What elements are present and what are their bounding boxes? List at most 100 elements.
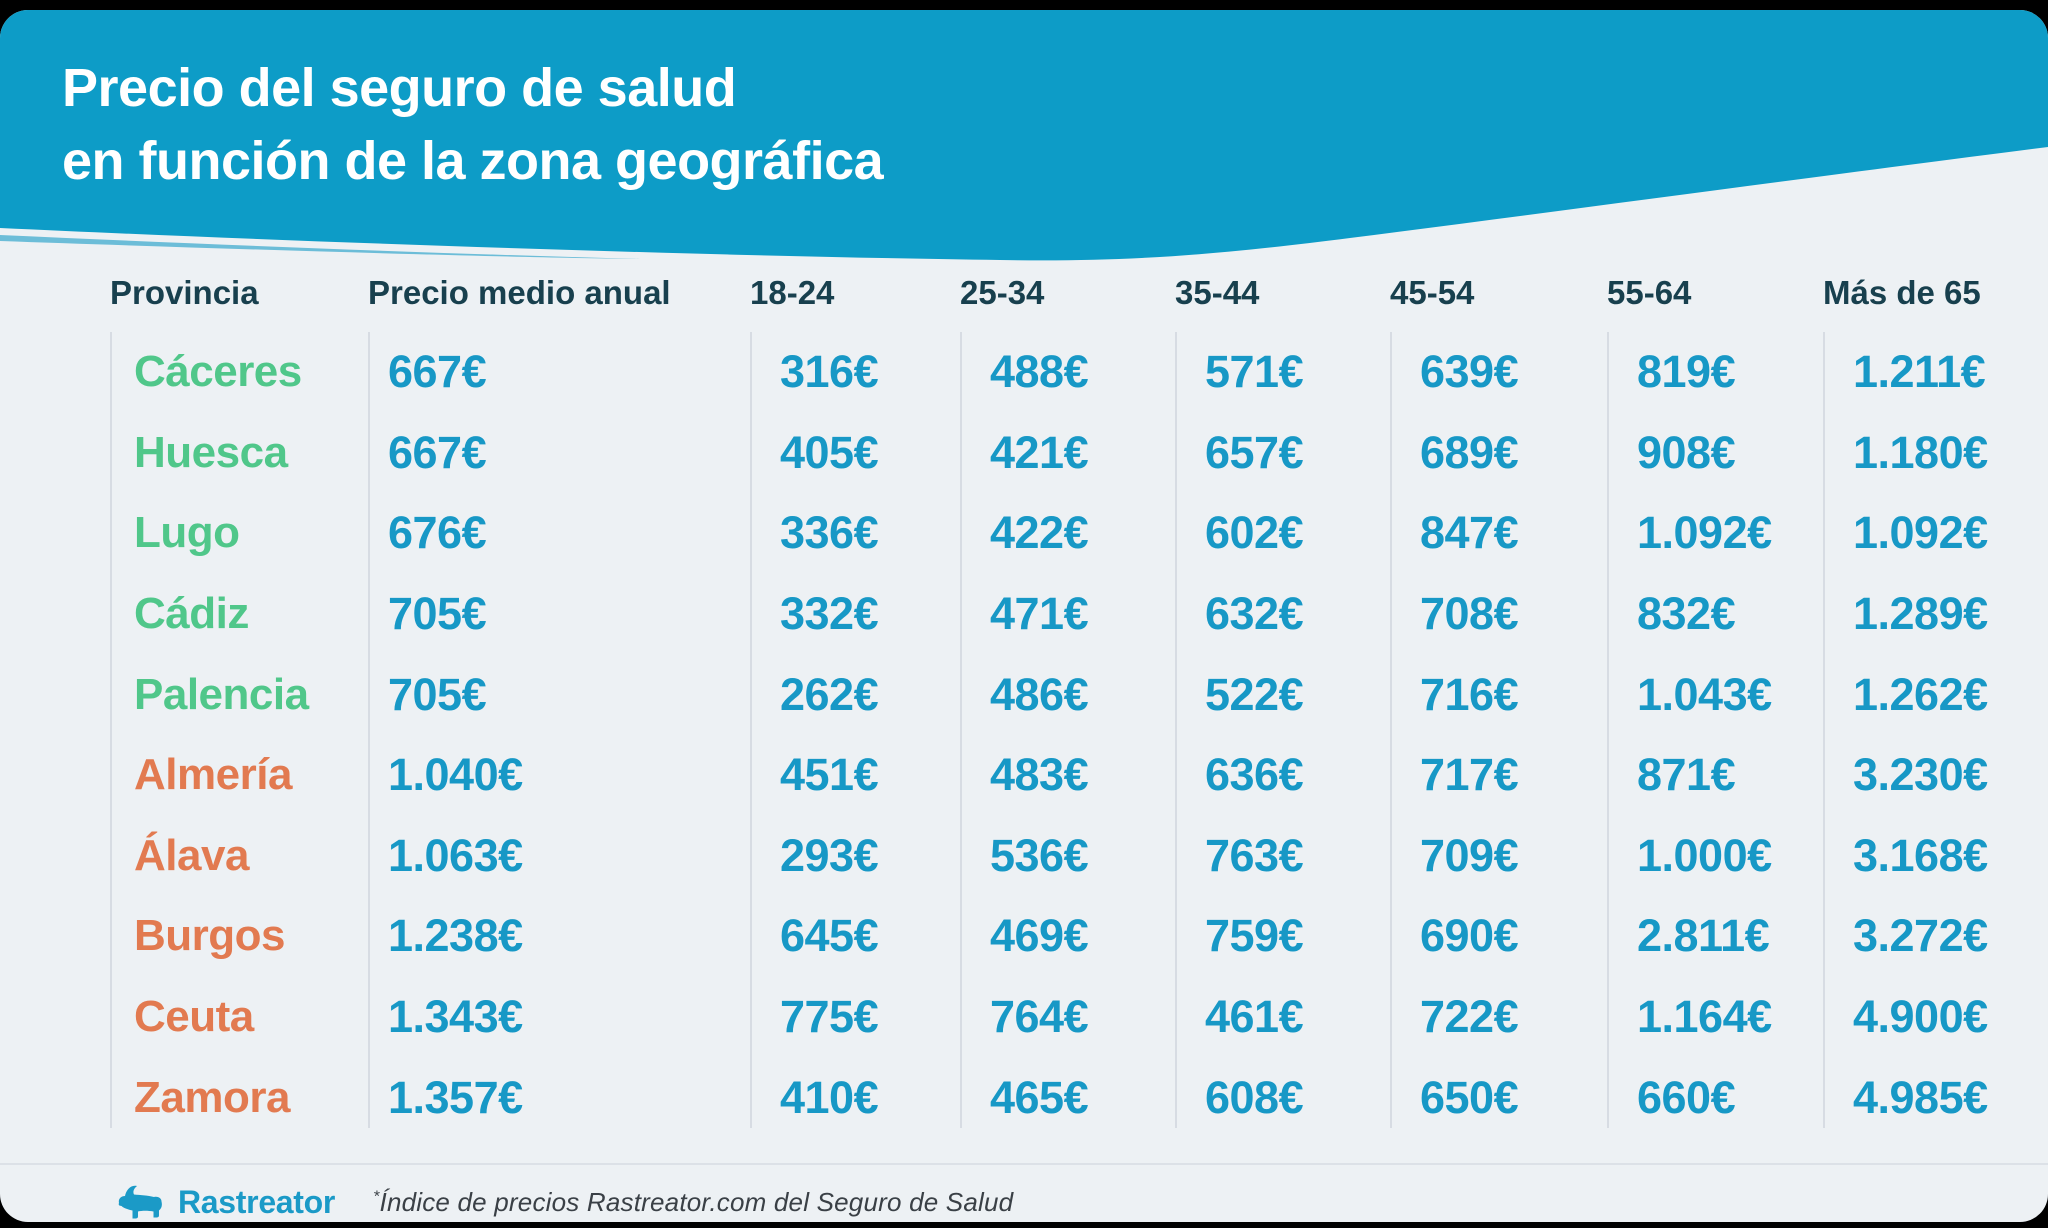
page-title-line1: Precio del seguro de salud — [62, 58, 737, 118]
price-cell-45-54: 716€ — [1390, 654, 1607, 735]
price-cell-55-64: 660€ — [1607, 1057, 1823, 1128]
col-header-18-24: 18-24 — [750, 274, 835, 311]
avg-price-cell: 1.040€ — [368, 734, 750, 816]
price-cell-55-64: 1.092€ — [1607, 493, 1823, 574]
table-row: Álava 1.063€ 293€ 536€ 763€ 709€ 1.000€ … — [110, 815, 2048, 897]
price-cell-18-24: 405€ — [750, 412, 960, 494]
price-cell-45-54: 650€ — [1390, 1057, 1607, 1128]
province-name: Burgos — [110, 896, 368, 977]
footer: Rastreator *Índice de precios Rastreator… — [116, 1178, 1013, 1222]
price-cell-35-44: 461€ — [1175, 976, 1390, 1058]
price-cell-25-34: 471€ — [960, 573, 1175, 655]
price-cell-45-54: 722€ — [1390, 976, 1607, 1058]
table-row: Cádiz 705€ 332€ 471€ 632€ 708€ 832€ 1.28… — [110, 573, 2048, 655]
price-cell-35-44: 522€ — [1175, 654, 1390, 735]
price-cell-45-54: 708€ — [1390, 573, 1607, 655]
price-cell-55-64: 2.811€ — [1607, 896, 1823, 977]
price-cell-18-24: 451€ — [750, 734, 960, 816]
province-name: Almería — [110, 734, 368, 816]
price-cell-65plus: 1.289€ — [1823, 573, 2043, 655]
col-header-mas-de-65: Más de 65 — [1823, 274, 1981, 311]
avg-price-cell: 667€ — [368, 412, 750, 494]
col-header-precio-medio-anual: Precio medio anual — [368, 274, 671, 311]
province-name: Huesca — [110, 412, 368, 494]
avg-price-cell: 667€ — [368, 332, 750, 413]
avg-price-cell: 705€ — [368, 573, 750, 655]
infographic-card: Precio del seguro de salud en función de… — [0, 10, 2048, 1222]
price-cell-35-44: 571€ — [1175, 332, 1390, 413]
col-header-55-64: 55-64 — [1607, 274, 1692, 311]
price-cell-18-24: 316€ — [750, 332, 960, 413]
price-cell-35-44: 602€ — [1175, 493, 1390, 574]
table-row: Almería 1.040€ 451€ 483€ 636€ 717€ 871€ … — [110, 734, 2048, 816]
price-cell-65plus: 1.180€ — [1823, 412, 2043, 494]
price-cell-18-24: 410€ — [750, 1057, 960, 1128]
price-cell-65plus: 3.272€ — [1823, 896, 2043, 977]
province-name: Álava — [110, 815, 368, 897]
table-row: Lugo 676€ 336€ 422€ 602€ 847€ 1.092€ 1.0… — [110, 493, 2048, 574]
price-cell-65plus: 3.168€ — [1823, 815, 2043, 897]
price-cell-35-44: 632€ — [1175, 573, 1390, 655]
price-cell-25-34: 422€ — [960, 493, 1175, 574]
price-cell-18-24: 293€ — [750, 815, 960, 897]
col-header-45-54: 45-54 — [1390, 274, 1475, 311]
avg-price-cell: 705€ — [368, 654, 750, 735]
avg-price-cell: 1.357€ — [368, 1057, 750, 1128]
price-cell-18-24: 336€ — [750, 493, 960, 574]
price-index-footnote: *Índice de precios Rastreator.com del Se… — [373, 1187, 1013, 1218]
price-cell-65plus: 4.900€ — [1823, 976, 2043, 1058]
province-name: Lugo — [110, 493, 368, 574]
price-cell-55-64: 908€ — [1607, 412, 1823, 494]
price-cell-18-24: 775€ — [750, 976, 960, 1058]
col-header-provincia: Provincia — [110, 274, 259, 311]
price-cell-35-44: 759€ — [1175, 896, 1390, 977]
price-cell-18-24: 332€ — [750, 573, 960, 655]
avg-price-cell: 1.063€ — [368, 815, 750, 897]
price-cell-25-34: 764€ — [960, 976, 1175, 1058]
footer-divider — [0, 1163, 2048, 1165]
price-cell-25-34: 465€ — [960, 1057, 1175, 1128]
price-cell-45-54: 709€ — [1390, 815, 1607, 897]
table-body: Cáceres 667€ 316€ 488€ 571€ 639€ 819€ 1.… — [110, 332, 2048, 1128]
avg-price-cell: 1.238€ — [368, 896, 750, 977]
price-cell-35-44: 657€ — [1175, 412, 1390, 494]
page-title: Precio del seguro de salud en función de… — [62, 52, 884, 199]
avg-price-cell: 1.343€ — [368, 976, 750, 1058]
price-cell-55-64: 1.164€ — [1607, 976, 1823, 1058]
province-name: Palencia — [110, 654, 368, 735]
price-cell-65plus: 1.211€ — [1823, 332, 2043, 413]
price-cell-45-54: 847€ — [1390, 493, 1607, 574]
table-row: Huesca 667€ 405€ 421€ 657€ 689€ 908€ 1.1… — [110, 412, 2048, 494]
price-cell-18-24: 645€ — [750, 896, 960, 977]
price-cell-25-34: 488€ — [960, 332, 1175, 413]
price-cell-45-54: 690€ — [1390, 896, 1607, 977]
header-banner-wave — [0, 10, 2048, 261]
price-cell-25-34: 536€ — [960, 815, 1175, 897]
rastreator-dog-icon — [118, 1185, 162, 1219]
price-cell-65plus: 1.092€ — [1823, 493, 2043, 574]
table-row: Burgos 1.238€ 645€ 469€ 759€ 690€ 2.811€… — [110, 896, 2048, 977]
price-cell-55-64: 871€ — [1607, 734, 1823, 816]
price-cell-55-64: 819€ — [1607, 332, 1823, 413]
province-name: Cáceres — [110, 332, 368, 413]
avg-price-cell: 676€ — [368, 493, 750, 574]
province-name: Zamora — [110, 1057, 368, 1128]
price-cell-65plus: 3.230€ — [1823, 734, 2043, 816]
price-cell-45-54: 639€ — [1390, 332, 1607, 413]
table-row: Cáceres 667€ 316€ 488€ 571€ 639€ 819€ 1.… — [110, 332, 2048, 413]
footnote-asterisk: * — [373, 1187, 380, 1205]
price-cell-35-44: 763€ — [1175, 815, 1390, 897]
col-header-25-34: 25-34 — [960, 274, 1045, 311]
price-cell-18-24: 262€ — [750, 654, 960, 735]
province-name: Ceuta — [110, 976, 368, 1058]
price-cell-35-44: 636€ — [1175, 734, 1390, 816]
price-cell-25-34: 486€ — [960, 654, 1175, 735]
price-cell-65plus: 1.262€ — [1823, 654, 2043, 735]
price-cell-45-54: 689€ — [1390, 412, 1607, 494]
table-row: Zamora 1.357€ 410€ 465€ 608€ 650€ 660€ 4… — [110, 1057, 2048, 1128]
page-title-line2: en función de la zona geográfica — [62, 131, 884, 192]
price-cell-65plus: 4.985€ — [1823, 1057, 2043, 1128]
table-row: Palencia 705€ 262€ 486€ 522€ 716€ 1.043€… — [110, 654, 2048, 735]
price-cell-35-44: 608€ — [1175, 1057, 1390, 1128]
rastreator-wordmark: Rastreator — [178, 1183, 336, 1220]
